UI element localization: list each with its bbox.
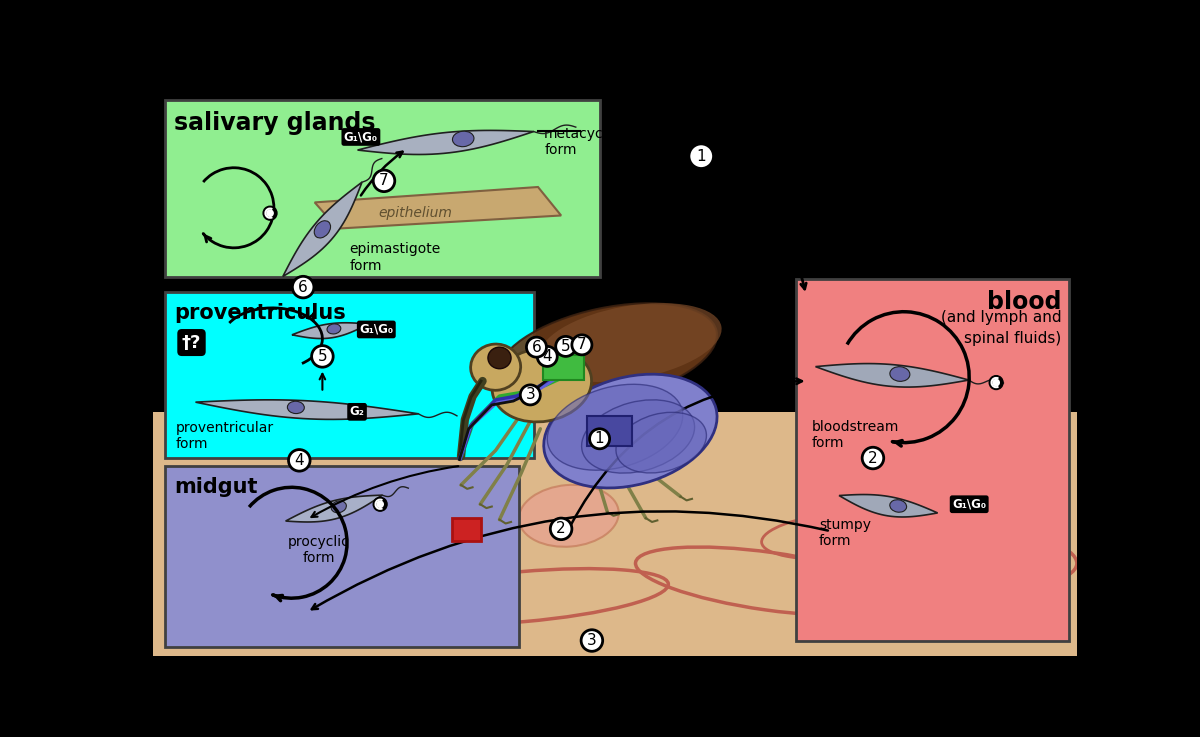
Text: proventricular
form: proventricular form [176,421,275,451]
Text: 4: 4 [294,453,304,468]
Text: stumpy
form: stumpy form [820,518,871,548]
Circle shape [373,170,395,192]
Polygon shape [196,400,419,419]
Polygon shape [286,495,383,522]
Circle shape [373,497,388,511]
Ellipse shape [616,412,707,473]
Text: 1: 1 [595,431,605,447]
Polygon shape [816,363,968,387]
Text: blood: blood [988,290,1062,314]
Text: 7: 7 [379,173,389,189]
Polygon shape [358,130,534,155]
Ellipse shape [452,131,474,147]
Text: 5: 5 [318,349,328,364]
Text: 3: 3 [587,633,596,648]
Text: G₁\G₀: G₁\G₀ [952,497,986,511]
Circle shape [689,144,714,169]
Text: proventriculus: proventriculus [174,303,346,324]
Circle shape [266,209,274,217]
Circle shape [551,518,572,539]
Polygon shape [283,182,362,276]
FancyBboxPatch shape [164,100,600,277]
Circle shape [288,450,310,471]
Ellipse shape [890,367,910,381]
Circle shape [312,346,334,367]
Text: 6: 6 [299,279,308,295]
Ellipse shape [287,401,305,413]
Text: epimastigote
form: epimastigote form [349,242,440,273]
FancyBboxPatch shape [542,354,584,380]
Text: G₂: G₂ [349,405,365,419]
Polygon shape [839,495,937,517]
Circle shape [263,206,277,220]
Circle shape [538,346,557,366]
Ellipse shape [547,384,683,470]
Ellipse shape [889,500,907,512]
FancyBboxPatch shape [587,416,632,447]
FancyBboxPatch shape [451,518,481,541]
Ellipse shape [518,485,619,547]
Circle shape [992,379,1000,386]
Circle shape [581,629,602,652]
Text: procyclic
form: procyclic form [288,535,349,565]
Ellipse shape [488,347,511,368]
Text: metacyclic
form: metacyclic form [544,127,619,157]
Circle shape [521,385,540,405]
Text: 3: 3 [526,388,535,402]
Ellipse shape [331,501,347,513]
Ellipse shape [470,344,521,391]
Text: epithelium: epithelium [378,206,451,220]
Circle shape [377,500,384,508]
FancyBboxPatch shape [154,412,1078,658]
Ellipse shape [314,221,330,238]
FancyBboxPatch shape [164,293,534,458]
Circle shape [527,337,546,357]
Ellipse shape [539,303,721,382]
Text: 2: 2 [868,450,877,466]
Polygon shape [292,323,368,338]
Text: 2: 2 [557,521,566,537]
Ellipse shape [498,304,716,405]
Text: G₁\G₀: G₁\G₀ [359,323,394,336]
Ellipse shape [582,400,695,473]
Circle shape [556,336,576,357]
Circle shape [589,429,610,449]
Circle shape [989,376,1003,390]
Text: midgut: midgut [174,477,257,497]
Circle shape [862,447,883,469]
Polygon shape [314,187,562,228]
Text: 7: 7 [577,338,587,352]
Text: 6: 6 [532,340,541,354]
Ellipse shape [492,348,592,422]
Text: salivary glands: salivary glands [174,111,376,135]
Text: †?: †? [182,334,202,352]
Text: G₁\G₀: G₁\G₀ [344,130,378,144]
Text: 5: 5 [560,339,570,354]
Ellipse shape [544,374,718,488]
Circle shape [572,335,592,354]
FancyBboxPatch shape [796,279,1069,641]
Text: bloodstream
form: bloodstream form [811,419,899,450]
Ellipse shape [328,324,341,334]
Circle shape [293,276,314,298]
Text: 1: 1 [696,149,706,164]
Text: 4: 4 [542,349,552,364]
Text: (and lymph and
spinal fluids): (and lymph and spinal fluids) [941,310,1062,346]
FancyBboxPatch shape [164,466,518,646]
